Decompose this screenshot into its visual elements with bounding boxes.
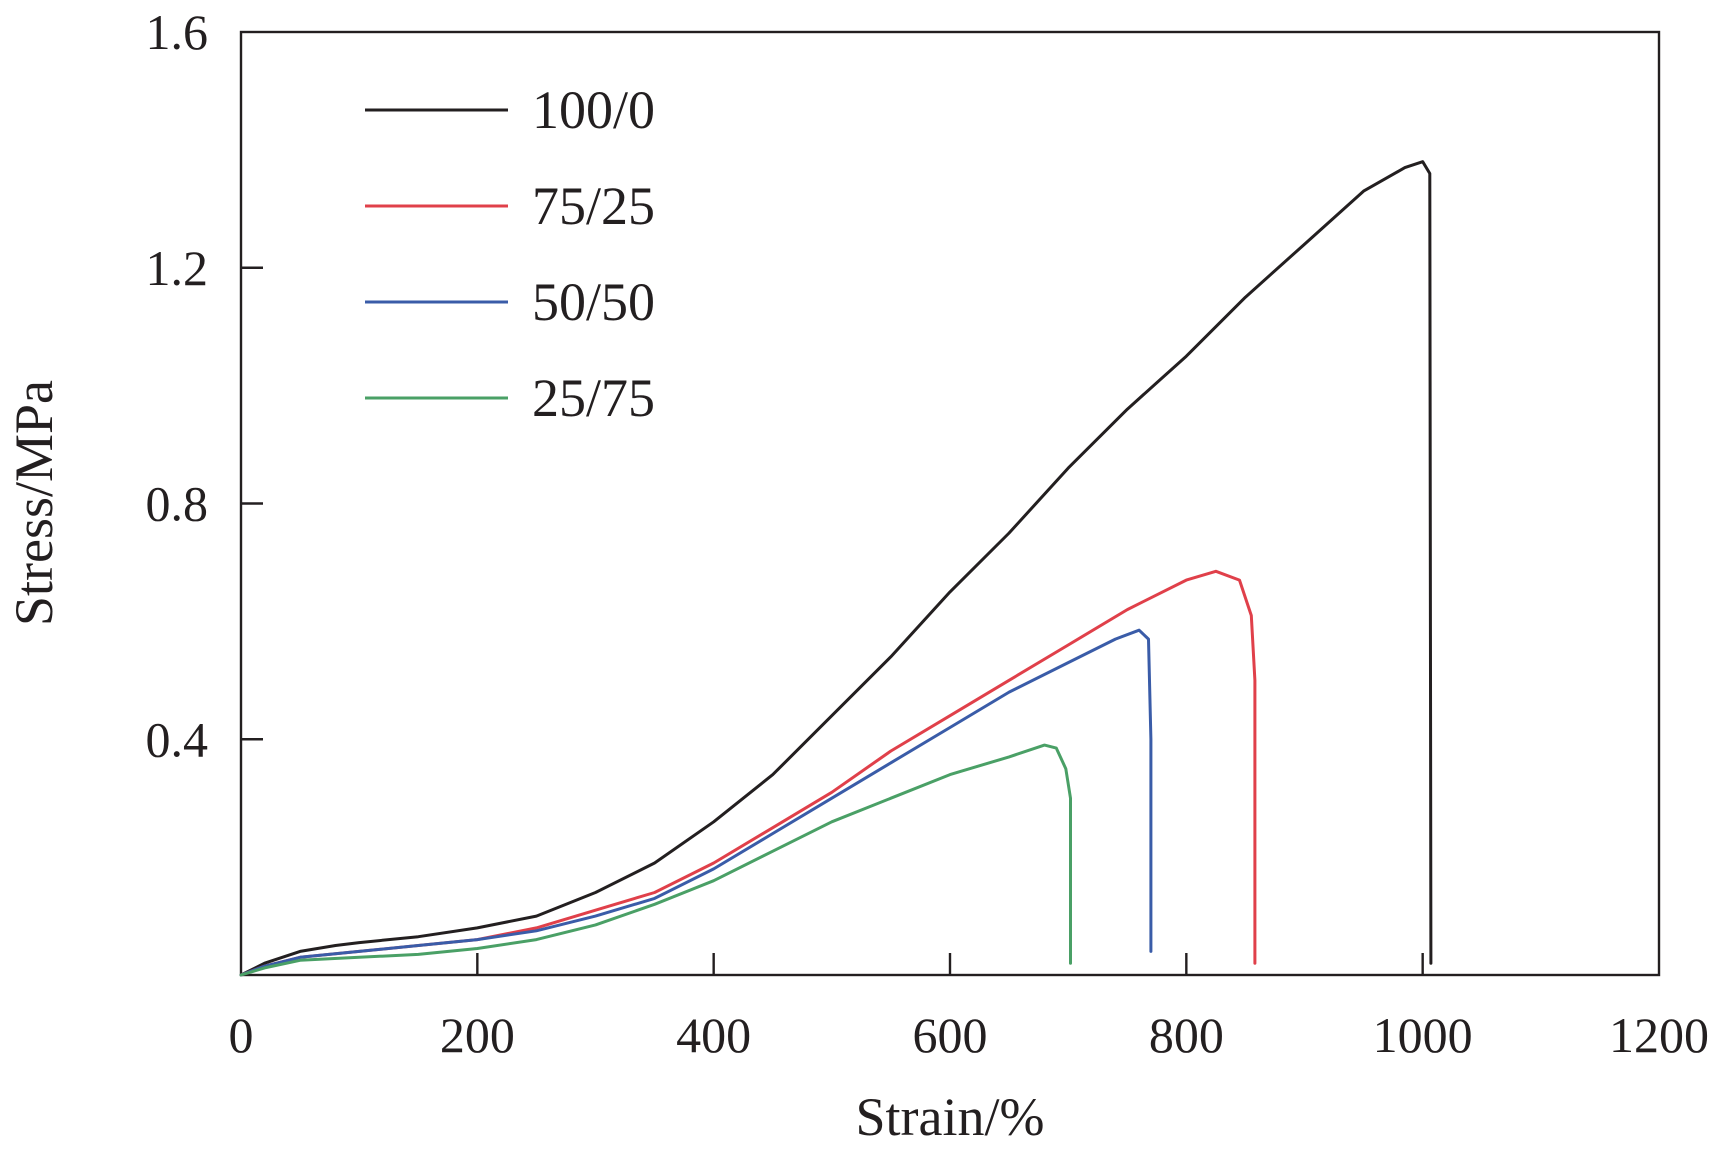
series-lines bbox=[239, 160, 1433, 977]
x-axis-label: Strain/% bbox=[856, 1087, 1045, 1147]
x-tick-label: 400 bbox=[676, 1007, 751, 1063]
legend-label-2: 75/25 bbox=[532, 176, 655, 236]
legend-label-3: 50/50 bbox=[532, 272, 655, 332]
y-tick-label: 0.4 bbox=[146, 711, 209, 767]
y-tick-label: 1.6 bbox=[146, 4, 209, 60]
x-tick-label: 200 bbox=[440, 1007, 515, 1063]
tick-labels: 0 200 400 600 800 1000 1200 0.4 0.8 1.2 1.6 bbox=[146, 4, 1710, 1063]
x-tick-label: 0 bbox=[229, 1007, 254, 1063]
x-tick-label: 600 bbox=[913, 1007, 988, 1063]
legend: 100/0 75/25 50/50 25/75 bbox=[365, 80, 655, 428]
y-tick-label: 1.2 bbox=[146, 240, 209, 296]
x-tick-label: 800 bbox=[1149, 1007, 1224, 1063]
plot-frame bbox=[239, 30, 1661, 977]
x-tick-label: 1000 bbox=[1373, 1007, 1473, 1063]
y-axis-label: Stress/MPa bbox=[4, 380, 64, 626]
series-line-1 bbox=[239, 160, 1433, 977]
series-line-2 bbox=[239, 569, 1257, 977]
legend-label-4: 25/75 bbox=[532, 368, 655, 428]
x-tick-label: 1200 bbox=[1609, 1007, 1709, 1063]
series-line-3 bbox=[239, 628, 1153, 977]
legend-label-1: 100/0 bbox=[532, 80, 655, 140]
y-tick-label: 0.8 bbox=[146, 476, 209, 532]
series-line-4 bbox=[239, 743, 1072, 977]
axis-ticks bbox=[241, 266, 1424, 975]
